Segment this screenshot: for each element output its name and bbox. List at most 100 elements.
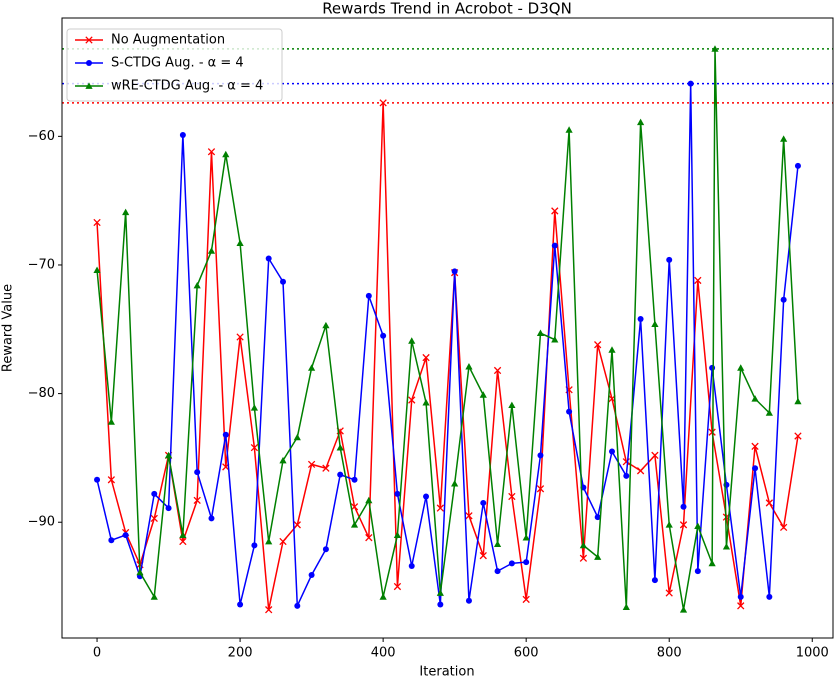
marker (751, 442, 759, 450)
x-tick-label: 200 (228, 646, 253, 661)
marker (250, 404, 258, 411)
y-tick-label: −80 (28, 386, 55, 401)
marker (508, 560, 515, 567)
marker (451, 268, 458, 275)
marker (136, 568, 144, 576)
marker (551, 242, 558, 249)
marker (322, 321, 330, 329)
marker (380, 332, 387, 339)
marker (523, 559, 530, 566)
marker (794, 162, 801, 169)
y-tick-label: −70 (28, 257, 55, 272)
legend-box (66, 28, 283, 102)
marker (193, 496, 201, 505)
marker (679, 606, 688, 613)
marker (711, 45, 719, 52)
marker (751, 395, 759, 402)
marker (594, 514, 601, 521)
marker (164, 451, 173, 459)
marker (766, 593, 773, 600)
marker (122, 208, 130, 216)
marker (237, 601, 244, 608)
marker (350, 521, 359, 528)
marker (280, 278, 287, 285)
marker (465, 362, 473, 370)
marker (365, 534, 373, 542)
marker (794, 432, 802, 440)
marker (666, 256, 673, 263)
marker (451, 480, 459, 487)
marker (436, 504, 445, 512)
marker (508, 401, 516, 409)
marker (651, 451, 659, 460)
x-tick-label: 800 (657, 646, 682, 661)
marker (780, 135, 788, 142)
marker (222, 150, 230, 158)
marker (623, 472, 630, 479)
marker (651, 320, 659, 328)
marker (151, 490, 158, 497)
marker (537, 452, 544, 459)
marker (480, 499, 487, 506)
marker (765, 499, 774, 507)
marker (207, 148, 216, 156)
x-axis-label: Iteration (419, 665, 474, 678)
marker (251, 542, 258, 549)
marker (85, 36, 93, 44)
marker (694, 568, 701, 575)
marker (522, 595, 530, 604)
marker (694, 522, 702, 529)
legend-label: wRE-CTDG Aug. - α = 4 (111, 79, 263, 94)
marker (307, 460, 316, 469)
y-tick-label: −60 (28, 129, 55, 144)
marker (665, 589, 673, 597)
marker (594, 553, 602, 560)
marker (265, 606, 273, 614)
legend-label: S-CTDG Aug. - α = 4 (111, 56, 244, 71)
marker (579, 541, 587, 549)
marker (365, 496, 373, 504)
marker (393, 531, 402, 538)
marker (765, 409, 773, 416)
marker (337, 471, 344, 478)
x-tick-label: 400 (371, 646, 396, 661)
marker (636, 467, 645, 475)
marker (679, 521, 688, 529)
marker (479, 552, 487, 560)
marker (551, 207, 559, 215)
marker (294, 602, 301, 609)
y-tick-label: −90 (28, 515, 55, 530)
marker (308, 571, 315, 578)
marker (408, 337, 416, 344)
marker (207, 247, 216, 254)
marker (379, 593, 387, 600)
x-tick-label: 0 (93, 646, 101, 661)
marker (687, 80, 694, 87)
marker (93, 266, 101, 273)
marker (150, 514, 158, 523)
marker (379, 99, 387, 107)
marker (566, 408, 573, 415)
marker (350, 503, 359, 511)
marker (608, 448, 615, 455)
marker (394, 490, 401, 497)
x-tick-label: 600 (514, 646, 539, 661)
marker (608, 346, 616, 353)
marker (536, 329, 545, 337)
marker (436, 589, 444, 596)
marker (437, 601, 444, 608)
marker (108, 537, 115, 544)
marker (107, 476, 116, 484)
marker (594, 341, 602, 349)
marker (737, 364, 745, 371)
marker (236, 333, 244, 341)
marker (179, 537, 187, 546)
marker (752, 465, 759, 472)
marker (122, 532, 129, 539)
marker (694, 276, 702, 285)
marker (85, 82, 93, 89)
marker (408, 396, 416, 404)
marker (279, 456, 287, 464)
marker (336, 444, 344, 451)
